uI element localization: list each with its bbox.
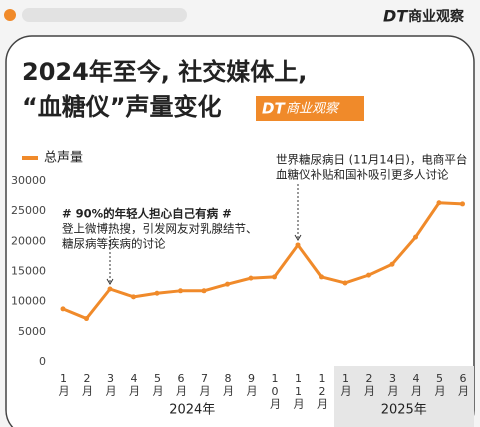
badge bbox=[256, 96, 364, 121]
point bbox=[154, 290, 160, 296]
point bbox=[107, 286, 113, 292]
x-tick-label: 5月 bbox=[151, 372, 164, 396]
point bbox=[319, 274, 324, 280]
annotation-text: 世界糖尿病日 (11月14日)，电商平台 bbox=[276, 153, 467, 167]
point bbox=[389, 261, 395, 267]
x-tick-label: 3月 bbox=[386, 372, 399, 396]
point bbox=[366, 272, 371, 278]
x-tick-label: 9月 bbox=[245, 372, 258, 396]
x-tick-label: 1月 bbox=[57, 372, 70, 396]
app-icon bbox=[4, 9, 16, 21]
x-tick-label: 7月 bbox=[198, 372, 211, 396]
point bbox=[272, 274, 277, 280]
badge-text: 商业观察 bbox=[286, 102, 340, 117]
x-tick-label: 8月 bbox=[222, 372, 235, 396]
x-tick-label: 12月 bbox=[316, 372, 329, 409]
annotation-text: 登上微博热搜，引发网友对乳腺结节、 bbox=[62, 222, 258, 236]
point bbox=[248, 275, 254, 281]
x-tick-label: 3月 bbox=[104, 372, 117, 396]
y-tick-label: 5000 bbox=[18, 325, 46, 338]
title-line: “血糖仪”声量变化 bbox=[22, 93, 222, 121]
title-line: 2024年至今, 社交媒体上, bbox=[22, 58, 307, 86]
point bbox=[436, 200, 442, 206]
y-tick-label: 25000 bbox=[11, 204, 46, 217]
point bbox=[84, 316, 89, 322]
annotation-text: 糖尿病等疾病的讨论 bbox=[62, 237, 166, 251]
x-tick-label: 5月 bbox=[433, 372, 446, 396]
annotation-text: # 90%的年轻人担心自己有病 # bbox=[62, 207, 232, 221]
logo-mark: DT bbox=[383, 7, 408, 26]
legend-label: 总声量 bbox=[44, 151, 83, 166]
point bbox=[295, 242, 301, 248]
x-tick-label: 6月 bbox=[175, 372, 188, 396]
y-tick-label: 10000 bbox=[11, 295, 46, 308]
annotation-arrow bbox=[294, 234, 302, 241]
search-bar[interactable] bbox=[22, 8, 187, 22]
y-tick-label: 0 bbox=[39, 355, 46, 368]
x-tick-label: 10月 bbox=[269, 372, 282, 409]
point bbox=[342, 280, 348, 286]
point bbox=[131, 294, 136, 300]
point bbox=[460, 201, 465, 207]
x-tick-label: 6月 bbox=[457, 372, 470, 396]
x-tick-label: 1月 bbox=[339, 372, 352, 396]
year-label: 2025年 bbox=[381, 403, 427, 418]
year-label: 2024年 bbox=[169, 403, 215, 418]
x-tick-label: 11月 bbox=[292, 372, 305, 409]
logo-text: 商业观察 bbox=[408, 8, 465, 25]
x-tick-label: 2月 bbox=[363, 372, 376, 396]
y-tick-label: 20000 bbox=[11, 234, 46, 247]
x-tick-label: 2月 bbox=[81, 372, 94, 396]
x-tick-label: 4月 bbox=[128, 372, 141, 396]
card bbox=[5, 35, 475, 427]
y-tick-label: 15000 bbox=[11, 265, 46, 278]
x-tick-label: 4月 bbox=[410, 372, 423, 396]
point bbox=[225, 281, 230, 287]
line-series bbox=[62, 201, 463, 321]
annotation-text: 血糖仪补贴和国补吸引更多人讨论 bbox=[276, 168, 449, 182]
point bbox=[413, 234, 418, 240]
point bbox=[201, 288, 207, 294]
badge-mark: DT bbox=[262, 100, 286, 118]
point bbox=[60, 306, 66, 312]
year-band bbox=[334, 366, 474, 427]
y-tick-label: 30000 bbox=[11, 174, 46, 187]
point bbox=[178, 288, 183, 294]
annotation-arrow bbox=[106, 278, 114, 285]
